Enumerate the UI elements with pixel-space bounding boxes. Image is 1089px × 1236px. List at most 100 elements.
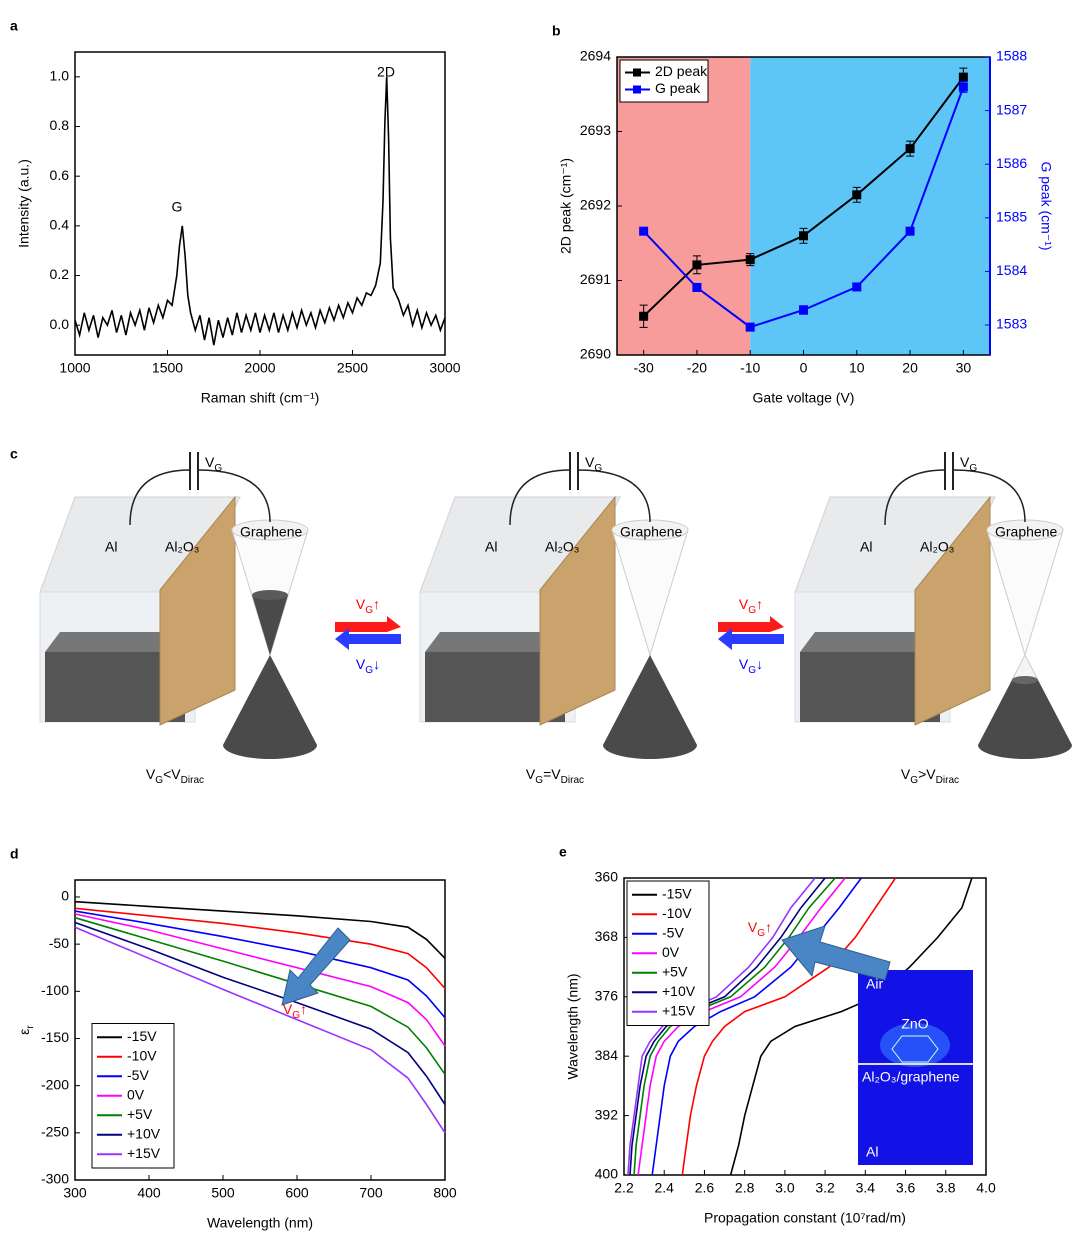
marker [799, 305, 808, 315]
material-label: Graphene [240, 524, 302, 540]
y-tick-label: 0.2 [50, 266, 70, 282]
gate-label: VG [960, 454, 977, 474]
legend-marker [633, 85, 641, 94]
wire [509, 469, 651, 526]
oxide-label: Al₂O₃ [165, 539, 199, 555]
switch-label-part: V [356, 596, 366, 612]
annotation-part: V [283, 1001, 293, 1017]
y-tick-label: 2691 [580, 271, 611, 287]
series-line [74, 913, 446, 1047]
lower-cone [223, 655, 317, 759]
x-tick-label: 3000 [429, 360, 460, 376]
x-tick-label: 400 [137, 1185, 161, 1201]
fermi-level [252, 590, 288, 600]
panel-label: e [559, 844, 567, 860]
oxide-label: Al₂O₃ [920, 539, 954, 555]
marker [639, 311, 649, 321]
metal-label: Al [485, 539, 497, 555]
metal-top [45, 632, 195, 652]
y-axis-title: εr [16, 1025, 36, 1035]
wire [129, 469, 271, 526]
gate-label-part: V [585, 454, 595, 470]
switch-label-part: ↑ [756, 596, 763, 612]
annotation-part: ↑ [765, 919, 772, 935]
legend-label: +10V [662, 983, 696, 999]
y2-tick-label: 1586 [996, 155, 1027, 171]
marker [692, 282, 702, 292]
y-axis-title-part: r [25, 1025, 36, 1029]
y-axis-title: Wavelength (nm) [565, 973, 581, 1079]
x-tick-label: 10 [849, 360, 865, 376]
y-tick-label: 0.6 [50, 167, 70, 183]
switch-label-part: ↓ [373, 656, 380, 672]
annotation-part: ↑ [300, 1001, 307, 1017]
x-tick-label: 20 [902, 360, 918, 376]
lower-cone [603, 655, 697, 759]
legend-label: -15V [662, 885, 692, 901]
x-axis-title: Gate voltage (V) [753, 390, 855, 406]
y-tick-label: 2693 [580, 122, 611, 138]
y-tick-label: -50 [49, 935, 69, 951]
y2-tick-label: 1588 [996, 48, 1027, 64]
x-tick-label: 2.4 [654, 1180, 674, 1196]
condition-label: VG<VDirac [146, 766, 204, 786]
gate-label-part: G [594, 463, 602, 474]
metal-label: Al [860, 539, 872, 555]
x-tick-label: 2.8 [735, 1180, 755, 1196]
switch-arrow-up [335, 616, 401, 632]
marker [905, 226, 915, 236]
switch-label-part: V [356, 656, 366, 672]
switch-label-part: ↑ [373, 596, 380, 612]
condition-label-part: G [155, 775, 163, 786]
legend-label: +15V [127, 1145, 161, 1161]
condition-label-part: Dirac [936, 775, 960, 786]
gate-label-part: G [969, 463, 977, 474]
x-tick-label: 0 [800, 360, 808, 376]
switch-label-part: V [739, 656, 749, 672]
marker [958, 72, 968, 82]
annotation-part: G [757, 928, 765, 939]
switch-label-part: G [365, 665, 373, 676]
switch-label-part: G [365, 605, 373, 616]
upper-cone [611, 529, 689, 657]
legend-label: -15V [127, 1028, 157, 1044]
legend-label: 0V [662, 944, 680, 960]
x-tick-label: 1000 [59, 360, 90, 376]
device [39, 452, 317, 759]
y-tick-label: -250 [41, 1124, 69, 1140]
y-tick-label: 0.4 [50, 217, 70, 233]
legend-label: -5V [127, 1067, 149, 1083]
series-line [74, 76, 446, 346]
oxide-label: Al₂O₃ [545, 539, 579, 555]
annotation: VG↑ [283, 1001, 307, 1021]
y-tick-label: 360 [595, 869, 619, 885]
device [794, 452, 1072, 759]
y-tick-label: -150 [41, 1029, 69, 1045]
switch-label-part: G [748, 605, 756, 616]
x-tick-label: 1500 [152, 360, 183, 376]
x-axis-title: Propagation constant (10⁷rad/m) [704, 1210, 906, 1226]
series-line [74, 916, 446, 1075]
x-tick-label: 800 [433, 1185, 457, 1201]
metal-label: Al [105, 539, 117, 555]
gate-label: VG [585, 454, 602, 474]
lower-cone [978, 655, 1072, 759]
inset: Air ZnO Al₂O₃/graphene Al [858, 970, 973, 1165]
x-tick-label: 3.8 [936, 1180, 956, 1196]
legend-label: G peak [655, 80, 701, 96]
switch-label: VG↓ [739, 656, 763, 676]
y-tick-label: 1.0 [50, 68, 70, 84]
y2-tick-label: 1585 [996, 208, 1027, 224]
capacitor [189, 452, 199, 490]
gate-label-part: V [205, 454, 215, 470]
x-tick-label: -30 [634, 360, 654, 376]
gate-label: VG [205, 454, 222, 474]
x-tick-label: 3.4 [856, 1180, 876, 1196]
legend-label: 0V [127, 1086, 145, 1102]
device [419, 452, 697, 759]
filled-states [252, 595, 288, 655]
y-tick-label: 368 [595, 928, 619, 944]
series-line [627, 877, 816, 1176]
condition-label-part: =V [543, 766, 561, 782]
